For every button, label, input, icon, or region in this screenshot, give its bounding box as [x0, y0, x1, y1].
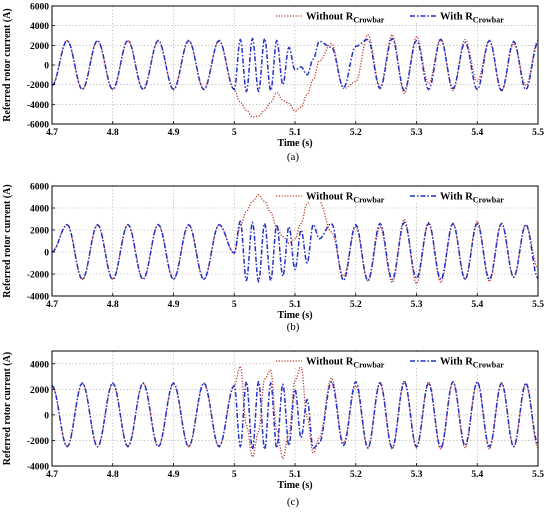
legend-background: [274, 187, 536, 202]
legend: Without RCrowbar With RCrowbar: [274, 7, 536, 25]
x-tick-label: 5.2: [350, 300, 362, 310]
panel-a: 4.7 4.8 4.9 5 5.1 5.2 5.3 5.4 5.5 -6000 -4000 -2000…: [2, 3, 544, 164]
y-tick-label: 4000: [30, 22, 49, 32]
y-tick-label: -4000: [27, 463, 49, 473]
x-tick-label: 4.7: [46, 128, 58, 138]
legend-entry: With RCrowbar: [440, 12, 504, 25]
y-tick-label: -4000: [27, 101, 49, 111]
x-tick-label: 5: [232, 128, 237, 138]
x-tick-label: 4.9: [168, 470, 180, 480]
y-axis-label: Referred rotor current (A): [2, 352, 13, 465]
legend-background: [274, 352, 536, 367]
y-axis-label: Referred rotor current (A): [2, 184, 13, 297]
x-tick-label: 5.1: [289, 470, 301, 480]
y-tick-label: 6000: [30, 183, 49, 193]
x-tick-label: 5.5: [532, 470, 544, 480]
legend-entry: Without RCrowbar: [306, 192, 385, 205]
series-line-with-crowbar: [52, 220, 538, 283]
x-tick-label: 4.7: [46, 300, 58, 310]
plot-area: [52, 194, 538, 285]
x-tick-label: 4.8: [107, 300, 119, 310]
x-axis-label: Time (s): [277, 310, 312, 321]
x-tick-label: 5.4: [471, 470, 483, 480]
panel-caption: (a): [287, 151, 300, 163]
y-tick-label: 2000: [30, 42, 49, 52]
series-line-without-crowbar: [52, 365, 538, 459]
legend: Without RCrowbar With RCrowbar: [274, 352, 536, 370]
panel-b: 4.7 4.8 4.9 5 5.1 5.2 5.3 5.4 5.5 -4000 -2000 0 2000…: [2, 183, 544, 334]
x-tick-label: 5.2: [350, 470, 362, 480]
y-tick-label: -2000: [27, 437, 49, 447]
y-axis-label: Referred rotor current (A): [2, 8, 13, 121]
plot-area: [52, 33, 538, 118]
y-tick-label: 0: [44, 62, 49, 72]
x-axis-label: Time (s): [277, 138, 312, 149]
y-tick-label: 2000: [30, 227, 49, 237]
x-tick-label: 5.5: [532, 128, 544, 138]
x-axis-label: Time (s): [277, 480, 312, 491]
legend-entry: With RCrowbar: [440, 357, 504, 370]
series-line-without-crowbar: [52, 194, 538, 285]
panel-caption: (c): [287, 496, 300, 508]
y-tick-label: -2000: [27, 271, 49, 281]
x-tick-label: 5.5: [532, 300, 544, 310]
legend-entry: Without RCrowbar: [306, 357, 385, 370]
x-tick-label: 4.8: [107, 128, 119, 138]
y-tick-label: 6000: [30, 3, 49, 13]
y-tick-label: 0: [44, 249, 49, 259]
x-tick-label: 5.3: [411, 128, 423, 138]
y-tick-label: 0: [44, 411, 49, 421]
series-line-with-crowbar: [52, 37, 538, 93]
legend-background: [274, 7, 536, 22]
y-tick-label: -2000: [27, 81, 49, 91]
x-tick-label: 5.1: [289, 300, 301, 310]
x-tick-label: 5.4: [471, 300, 483, 310]
y-tick-label: -6000: [27, 121, 49, 131]
legend: Without RCrowbar With RCrowbar: [274, 187, 536, 205]
y-tick-label: -4000: [27, 293, 49, 303]
legend-entry: With RCrowbar: [440, 192, 504, 205]
x-tick-label: 4.9: [168, 300, 180, 310]
panel-c: 4.7 4.8 4.9 5 5.1 5.2 5.3 5.4 5.5 -4000 -2000 0 2000…: [2, 350, 544, 508]
y-tick-label: 4000: [30, 360, 49, 370]
series-line-with-crowbar: [52, 380, 538, 451]
x-tick-label: 5: [232, 470, 237, 480]
y-tick-label: 2000: [30, 386, 49, 396]
plot-area: [52, 365, 538, 459]
x-tick-label: 5.1: [289, 128, 301, 138]
x-tick-label: 5.2: [350, 128, 362, 138]
x-tick-label: 5.3: [411, 300, 423, 310]
panel-caption: (b): [287, 321, 300, 333]
x-tick-label: 4.9: [168, 128, 180, 138]
legend-entry: Without RCrowbar: [306, 12, 385, 25]
x-tick-label: 5.3: [411, 470, 423, 480]
x-tick-label: 4.8: [107, 470, 119, 480]
x-tick-label: 5.4: [471, 128, 483, 138]
x-tick-label: 4.7: [46, 470, 58, 480]
x-tick-label: 5: [232, 300, 237, 310]
y-tick-label: 4000: [30, 205, 49, 215]
